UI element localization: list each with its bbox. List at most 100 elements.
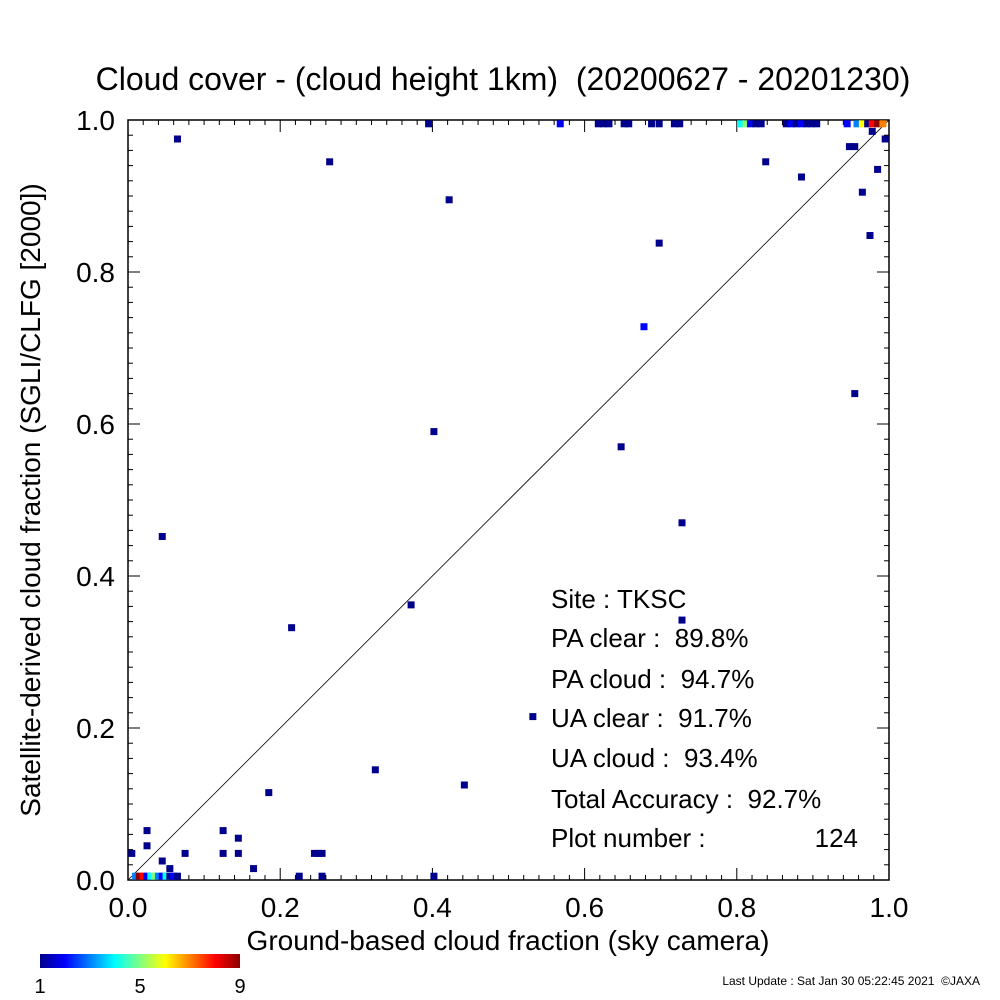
data-point xyxy=(757,120,765,128)
colorbar-tick-label: 9 xyxy=(234,976,245,998)
data-point xyxy=(851,390,859,398)
data-point xyxy=(879,120,887,128)
data-points xyxy=(128,120,889,880)
stats-pa-clear: PA clear : 89.8% xyxy=(551,623,749,653)
data-point xyxy=(617,443,625,451)
x-tick-label: 1.0 xyxy=(870,892,909,923)
data-point xyxy=(219,827,227,835)
data-point xyxy=(797,120,805,128)
data-point xyxy=(132,872,140,880)
data-point xyxy=(620,120,628,128)
data-point xyxy=(318,849,326,857)
data-point xyxy=(430,872,438,880)
stats-plot-number-value: 124 xyxy=(815,823,858,853)
data-point xyxy=(868,120,876,128)
x-tick-label: 0.8 xyxy=(717,892,756,923)
data-point xyxy=(162,872,170,880)
data-point xyxy=(853,120,861,128)
data-point xyxy=(173,135,181,143)
data-point xyxy=(556,120,564,128)
data-point xyxy=(407,601,415,609)
data-point xyxy=(797,173,805,181)
data-point xyxy=(868,127,876,135)
data-point xyxy=(158,532,166,540)
data-point xyxy=(678,519,686,527)
data-point xyxy=(219,849,227,857)
stats-plot-number-label: Plot number : xyxy=(551,823,706,853)
data-point xyxy=(250,865,258,873)
y-tick-label: 0.8 xyxy=(76,257,115,288)
x-tick-label: 0.0 xyxy=(109,892,148,923)
stats-ua-clear: UA clear : 91.7% xyxy=(551,703,752,733)
data-point xyxy=(158,857,166,865)
y-tick-label: 0.6 xyxy=(76,409,115,440)
data-point xyxy=(265,789,273,797)
axis-ticks xyxy=(127,119,890,881)
y-tick-label: 0.0 xyxy=(76,865,115,896)
data-point xyxy=(600,120,608,128)
y-axis-label: Satellite-derived cloud fraction (SGLI/C… xyxy=(15,183,46,816)
data-point xyxy=(166,872,174,880)
data-point xyxy=(655,120,663,128)
data-point xyxy=(425,120,433,128)
data-point xyxy=(288,624,296,632)
data-point xyxy=(881,135,889,143)
colorbar-tick-labels: 1 5 9 xyxy=(34,976,245,998)
data-point xyxy=(166,865,174,873)
data-point xyxy=(529,713,537,721)
y-tick-label: 1.0 xyxy=(76,105,115,136)
x-axis-label: Ground-based cloud fraction (sky camera) xyxy=(247,925,770,956)
data-point xyxy=(670,120,678,128)
y-tick-label: 0.4 xyxy=(76,561,115,592)
data-point xyxy=(605,120,613,128)
data-point xyxy=(154,872,162,880)
data-point xyxy=(742,120,750,128)
data-point xyxy=(803,120,811,128)
diagonal-reference-line xyxy=(127,119,890,881)
x-tick-label: 0.6 xyxy=(565,892,604,923)
data-point xyxy=(648,120,656,128)
stats-box: Site : TKSC PA clear : 89.8% PA cloud : … xyxy=(551,584,858,853)
data-point xyxy=(181,849,189,857)
data-point xyxy=(295,872,303,880)
x-tick-label: 0.4 xyxy=(413,892,452,923)
chart-title: Cloud cover - (cloud height 1km) (202006… xyxy=(96,61,911,97)
data-point xyxy=(310,849,318,857)
data-point xyxy=(371,766,379,774)
x-tick-labels: 0.0 0.2 0.4 0.6 0.8 1.0 xyxy=(109,892,909,923)
stats-total-accuracy: Total Accuracy : 92.7% xyxy=(551,784,821,814)
data-point xyxy=(234,834,242,842)
data-point xyxy=(143,827,151,835)
data-point xyxy=(151,872,159,880)
data-point xyxy=(147,872,155,880)
last-update-footer: Last Update : Sat Jan 30 05:22:45 2021 ©… xyxy=(722,974,980,988)
data-point xyxy=(746,120,754,128)
x-tick-label: 0.2 xyxy=(261,892,300,923)
data-point xyxy=(170,872,178,880)
data-point xyxy=(874,165,882,173)
colorbar xyxy=(40,954,240,968)
data-point xyxy=(843,120,851,128)
colorbar-tick-label: 5 xyxy=(134,976,145,998)
data-point xyxy=(807,120,815,128)
data-point xyxy=(128,849,136,857)
data-point xyxy=(135,872,143,880)
data-point xyxy=(845,143,853,151)
data-point xyxy=(655,239,663,247)
data-point xyxy=(326,158,334,166)
stats-ua-cloud: UA cloud : 93.4% xyxy=(551,743,758,773)
data-point xyxy=(737,120,745,128)
data-point xyxy=(460,781,468,789)
y-tick-labels: 0.0 0.2 0.4 0.6 0.8 1.0 xyxy=(76,105,115,896)
data-point xyxy=(318,872,326,880)
data-point xyxy=(625,120,633,128)
data-point xyxy=(864,120,872,128)
data-point xyxy=(314,849,322,857)
data-point xyxy=(139,872,147,880)
data-point xyxy=(851,143,859,151)
data-point xyxy=(858,188,866,196)
data-point xyxy=(874,120,882,128)
data-point xyxy=(792,120,800,128)
data-point xyxy=(866,232,874,240)
